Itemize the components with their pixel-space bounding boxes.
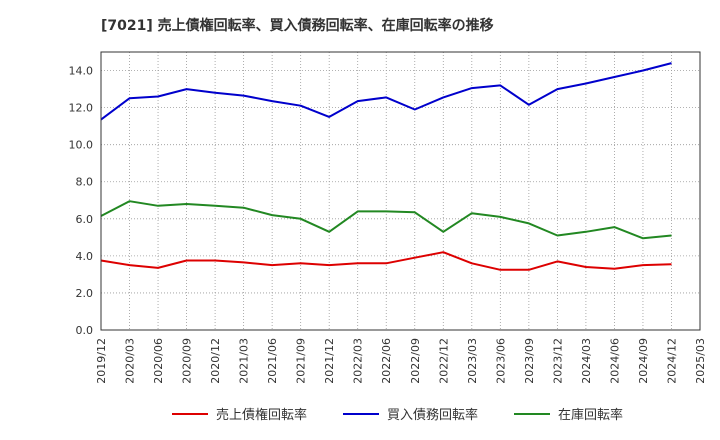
x-tick-label: 2020/12 <box>209 338 222 384</box>
x-tick-label: 2020/09 <box>181 338 194 384</box>
y-tick-label: 10.0 <box>69 139 94 152</box>
x-tick-label: 2021/12 <box>323 338 336 384</box>
x-tick-label: 2023/03 <box>466 338 479 384</box>
x-tick-label: 2023/12 <box>551 338 564 384</box>
y-tick-label: 12.0 <box>69 102 94 115</box>
x-tick-label: 2020/06 <box>152 338 165 384</box>
x-tick-label: 2022/06 <box>380 338 393 384</box>
plot-frame <box>100 51 701 331</box>
x-tick-label: 2019/12 <box>95 338 108 384</box>
grid-lines <box>101 52 700 330</box>
y-tick-label: 2.0 <box>76 287 94 300</box>
y-tick-label: 8.0 <box>76 176 94 189</box>
x-tick-label: 2024/09 <box>637 338 650 384</box>
plot-area <box>101 52 700 330</box>
y-tick-label: 14.0 <box>69 65 94 78</box>
x-tick-label: 2022/03 <box>352 338 365 384</box>
x-tick-label: 2024/06 <box>608 338 621 384</box>
legend-label-3: 在庫回転率 <box>558 407 623 423</box>
x-tick-label: 2022/12 <box>437 338 450 384</box>
series-line-1 <box>100 251 672 271</box>
y-tick-label: 6.0 <box>76 213 94 226</box>
legend-label-1: 売上債権回転率 <box>216 407 307 423</box>
legend: 売上債権回転率 買入債務回転率 在庫回転率 <box>172 407 623 423</box>
x-tick-label: 2024/12 <box>665 338 678 384</box>
plot-background <box>101 52 700 330</box>
series-line-2 <box>100 62 672 121</box>
y-tick-label: 4.0 <box>76 250 94 263</box>
x-tick-label: 2021/03 <box>238 338 251 384</box>
x-tick-label: 2023/09 <box>523 338 536 384</box>
x-tick-label: 2021/06 <box>266 338 279 384</box>
x-tick-label: 2022/09 <box>409 338 422 384</box>
x-tick-label: 2020/03 <box>124 338 137 384</box>
x-tick-label: 2021/09 <box>295 338 308 384</box>
legend-label-2: 買入債務回転率 <box>387 407 478 423</box>
series-line-3 <box>100 200 672 240</box>
series-lines <box>100 62 672 271</box>
axes: 0.0 2.0 4.0 6.0 8.0 10.0 12.0 14.0 2019/12 2020/0… <box>69 51 707 384</box>
x-tick-label: 2024/03 <box>580 338 593 384</box>
x-tick-label: 2025/03 <box>694 338 707 384</box>
chart-title: [7021] 売上債権回転率、買入債務回転率、在庫回転率の推移 <box>101 17 494 34</box>
x-tick-label: 2023/06 <box>494 338 507 384</box>
y-tick-label: 0.0 <box>76 324 94 337</box>
